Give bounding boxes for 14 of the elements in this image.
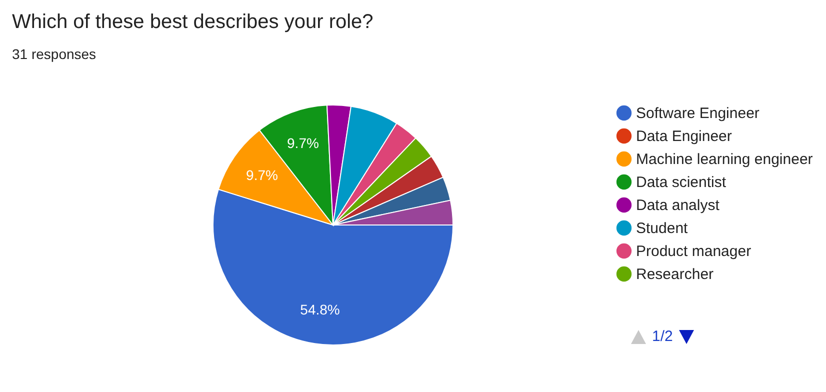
legend-label: Student [636,220,689,237]
legend-label: Data Engineer [636,128,732,145]
data-label: 54.8% [300,301,340,318]
data-label: 9.7% [246,166,278,183]
text: 1/2 [652,328,673,345]
chart-title: Which of these best describes your role? [12,11,374,33]
legend-label: Data scientist [636,174,727,191]
text: 31 responses [12,46,96,62]
legend-label: Machine learning engineer [636,151,813,168]
legend-label: Researcher [636,266,714,283]
legend-label: Product manager [636,243,752,260]
legend-label: Software Engineer [636,105,760,122]
legend-label: Data analyst [636,197,720,214]
data-label: 9.7% [287,134,319,151]
